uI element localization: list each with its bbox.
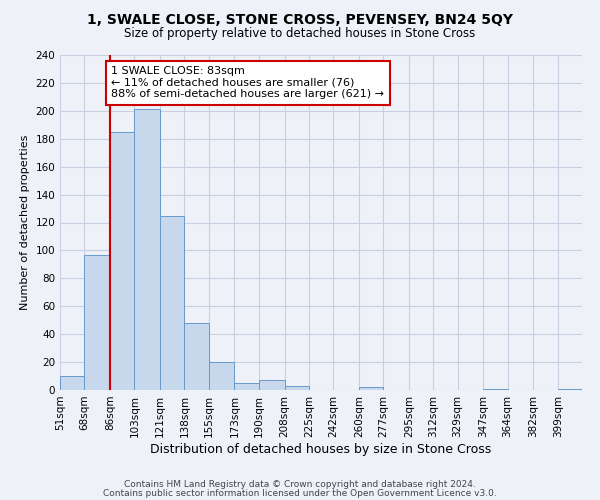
Text: Contains public sector information licensed under the Open Government Licence v3: Contains public sector information licen… bbox=[103, 488, 497, 498]
Text: Size of property relative to detached houses in Stone Cross: Size of property relative to detached ho… bbox=[124, 28, 476, 40]
Text: Contains HM Land Registry data © Crown copyright and database right 2024.: Contains HM Land Registry data © Crown c… bbox=[124, 480, 476, 489]
Bar bbox=[359, 387, 383, 390]
Bar bbox=[209, 362, 235, 390]
Bar bbox=[110, 132, 134, 390]
Bar bbox=[235, 383, 259, 390]
Y-axis label: Number of detached properties: Number of detached properties bbox=[20, 135, 30, 310]
Bar bbox=[134, 110, 160, 390]
Bar bbox=[85, 254, 110, 390]
X-axis label: Distribution of detached houses by size in Stone Cross: Distribution of detached houses by size … bbox=[151, 442, 491, 456]
Bar bbox=[60, 376, 85, 390]
Bar bbox=[557, 388, 582, 390]
Text: 1 SWALE CLOSE: 83sqm
← 11% of detached houses are smaller (76)
88% of semi-detac: 1 SWALE CLOSE: 83sqm ← 11% of detached h… bbox=[112, 66, 385, 100]
Bar bbox=[184, 323, 209, 390]
Text: 1, SWALE CLOSE, STONE CROSS, PEVENSEY, BN24 5QY: 1, SWALE CLOSE, STONE CROSS, PEVENSEY, B… bbox=[87, 12, 513, 26]
Bar bbox=[484, 388, 508, 390]
Bar bbox=[259, 380, 284, 390]
Bar bbox=[284, 386, 309, 390]
Bar bbox=[160, 216, 184, 390]
